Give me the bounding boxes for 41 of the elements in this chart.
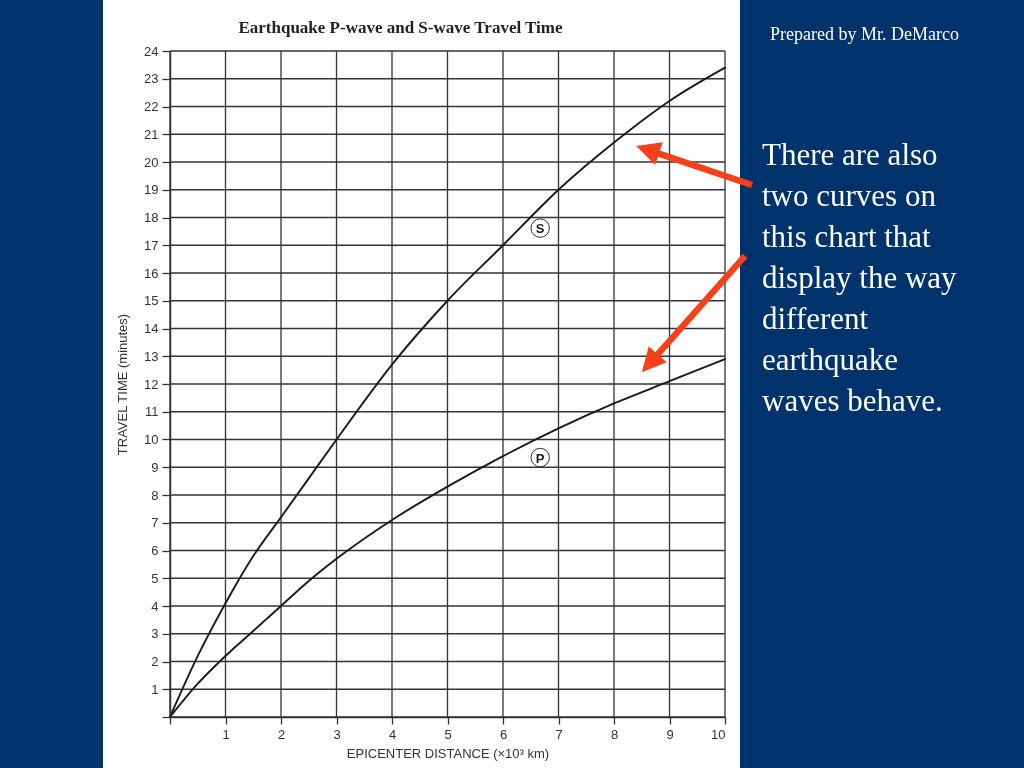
y-tick-label: 23 [144,71,159,87]
y-tick-label: 14 [144,321,159,336]
y-tick-label: 11 [145,404,159,420]
y-tick-label: 17 [144,237,159,253]
x-tick-label: 9 [666,726,674,742]
x-tick-label: 3 [333,726,341,742]
y-tick-label: 18 [144,210,159,225]
y-tick-label: 24 [144,43,159,59]
series-label: P [535,450,545,466]
x-axis-title: EPICENTER DISTANCE (×10³ km) [346,745,550,761]
x-tick-label: 7 [555,726,563,742]
y-tick-label: 3 [151,626,159,642]
y-tick-label: 19 [144,182,159,198]
y-tick-label: 10 [144,432,159,447]
x-tick-label: 1 [222,726,230,742]
text: Prepared by Mr. DeMarco [770,24,959,44]
x-tick-label: 10 [711,726,726,742]
y-tick-label: 6 [151,543,159,558]
y-tick-label: 8 [151,487,159,503]
y-tick-label: 7 [151,515,159,531]
y-tick-label: 12 [144,376,159,392]
y-tick-label: 21 [144,126,159,142]
series-label: S [535,221,545,237]
x-tick-label: 5 [444,726,452,742]
y-tick-label: 9 [151,459,159,475]
y-tick-label: 4 [151,598,159,614]
y-tick-label: 22 [144,99,159,114]
y-tick-label: 16 [144,265,159,281]
x-tick-label: 2 [277,726,286,742]
y-tick-label: 15 [144,293,159,309]
y-tick-label: 13 [144,348,159,364]
y-tick-label: 1 [151,681,159,697]
y-axis-title: TRAVEL TIME (minutes) [115,313,131,456]
x-tick-label: 6 [499,726,508,742]
x-tick-label: 4 [388,726,397,742]
y-tick-label: 20 [144,154,159,170]
text: There are also two curves on this chart that display the way different earthquake waves behave. [762,137,958,418]
x-tick-label: 8 [610,726,619,742]
chart-title: Earthquake P-wave and S-wave Travel Time [238,18,563,37]
y-tick-label: 5 [151,570,159,586]
y-tick-label: 2 [151,654,159,669]
